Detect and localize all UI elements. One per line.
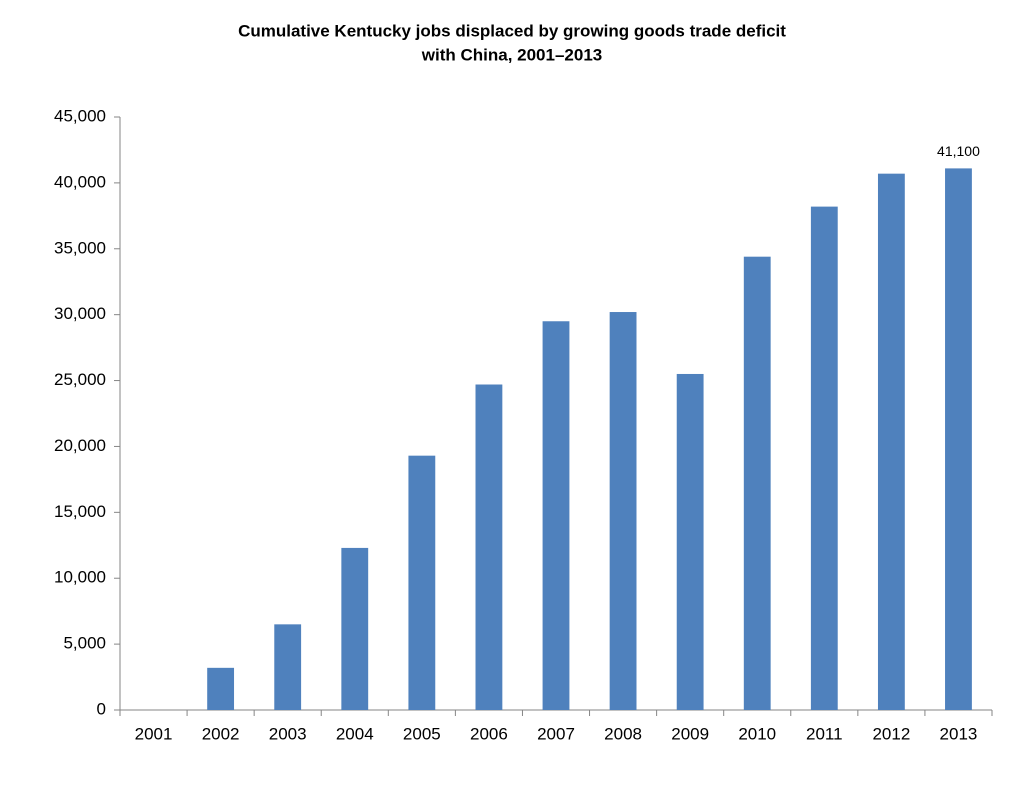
x-tick-label: 2007 [537,724,575,743]
y-tick-label: 10,000 [54,568,106,587]
y-tick-label: 30,000 [54,304,106,323]
bar [341,547,369,710]
y-tick-label: 45,000 [54,106,106,125]
x-tick-label: 2003 [269,724,307,743]
bar [877,173,905,711]
x-tick-label: 2010 [738,724,776,743]
x-tick-label: 2002 [202,724,240,743]
y-tick-label: 5,000 [63,634,106,653]
bar [475,384,503,710]
x-tick-label: 2005 [403,724,441,743]
chart-title: with China, 2001–2013 [421,45,602,64]
bar [676,373,704,710]
bar [810,206,838,710]
data-label: 41,100 [937,143,980,159]
bar [609,312,637,710]
bar [945,168,972,711]
y-tick-label: 25,000 [54,370,106,389]
x-tick-label: 2006 [470,724,508,743]
x-tick-label: 2001 [135,724,173,743]
bar [408,455,436,710]
bar [274,624,302,710]
bar [743,256,771,710]
x-tick-label: 2011 [806,724,843,743]
x-tick-label: 2013 [940,724,978,743]
y-tick-label: 20,000 [54,436,106,455]
y-tick-label: 35,000 [54,238,106,257]
chart-title: Cumulative Kentucky jobs displaced by gr… [238,21,786,40]
y-tick-label: 40,000 [54,172,106,191]
x-tick-label: 2008 [604,724,642,743]
x-tick-label: 2009 [671,724,709,743]
bar [542,321,570,710]
y-tick-label: 0 [97,699,106,718]
x-tick-label: 2012 [872,724,910,743]
x-tick-label: 2004 [336,724,374,743]
bar [207,667,235,710]
y-tick-label: 15,000 [54,502,106,521]
